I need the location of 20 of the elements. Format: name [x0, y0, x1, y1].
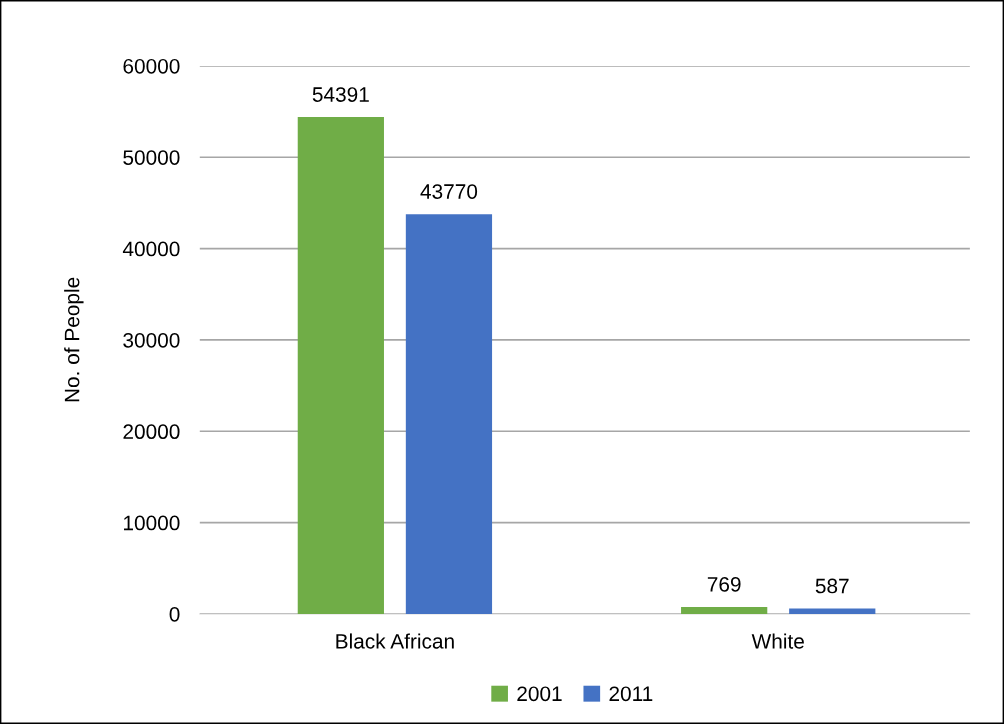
y-tick-label: 0: [169, 606, 180, 622]
y-tick-label: 40000: [122, 241, 180, 257]
y-tick-label: 20000: [123, 424, 180, 440]
bar: [297, 117, 384, 614]
y-tick-label: 30000: [123, 332, 180, 348]
y-axis-title: No. of People: [64, 277, 84, 402]
y-tick-label: 60000: [123, 58, 180, 74]
x-tick-label: White: [751, 633, 804, 649]
data-label: 43770: [420, 184, 478, 199]
bar: [681, 606, 768, 614]
y-tick-label: 10000: [124, 515, 180, 531]
data-label: 587: [815, 578, 849, 594]
bar: [789, 608, 876, 614]
x-tick-label: Black African: [336, 633, 454, 649]
data-label: 769: [707, 576, 741, 592]
legend-label: 2001: [517, 686, 562, 702]
legend-label: 2011: [609, 686, 653, 702]
bar: [405, 214, 493, 614]
y-tick-label: 50000: [123, 150, 180, 165]
data-label: 54391: [312, 87, 369, 102]
